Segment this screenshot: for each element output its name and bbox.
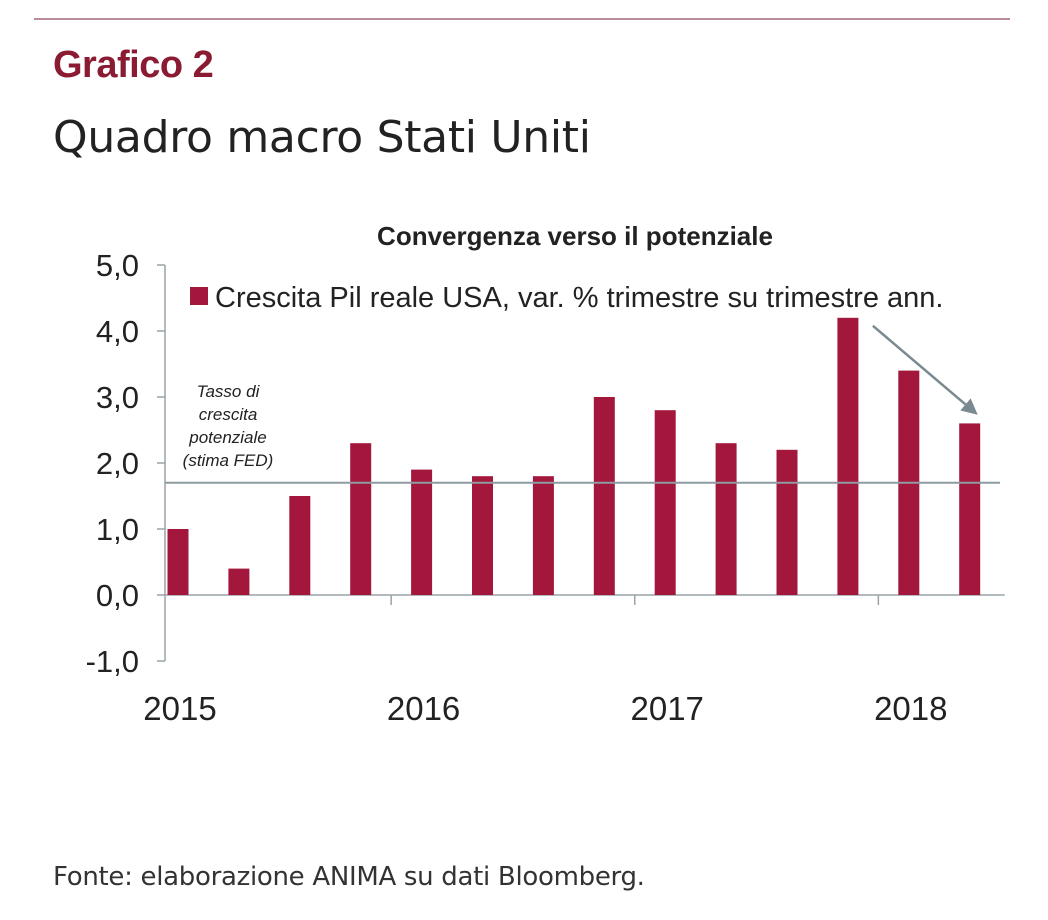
reference-line-group: Tasso di crescita potenziale (stima FED) xyxy=(165,382,1000,484)
bar xyxy=(532,476,554,595)
bar xyxy=(959,423,981,595)
y-tick-label: 5,0 xyxy=(96,248,139,283)
top-divider xyxy=(34,18,1010,20)
bar xyxy=(411,469,433,595)
bar xyxy=(776,449,798,595)
x-tick-label: 2018 xyxy=(874,690,947,727)
x-axis: 2015 2016 2017 2018 xyxy=(143,594,1005,727)
y-tick-label: 4,0 xyxy=(96,314,139,349)
bar xyxy=(593,397,615,595)
bar xyxy=(167,529,189,595)
gdp-growth-bar-chart: Convergenza verso il potenziale 5,0 4,0 3,… xyxy=(86,221,1005,727)
y-tick-label: 3,0 xyxy=(96,380,139,415)
bar xyxy=(228,568,250,595)
arrow-shaft xyxy=(872,324,967,406)
arrow-head xyxy=(960,398,978,415)
reference-line-label: potenziale xyxy=(188,428,267,447)
source-note: Fonte: elaborazione ANIMA su dati Bloomb… xyxy=(53,862,645,892)
x-tick-label: 2017 xyxy=(630,690,703,727)
y-tick-label: 2,0 xyxy=(96,446,139,481)
x-tick-label: 2016 xyxy=(387,690,460,727)
y-tick-label: 1,0 xyxy=(96,512,139,547)
page-title: Quadro macro Stati Uniti xyxy=(53,112,591,163)
bar xyxy=(350,443,372,595)
legend: Crescita Pil reale USA, var. % trimestre… xyxy=(190,282,943,314)
chart-title: Convergenza verso il potenziale xyxy=(377,221,773,251)
x-tick-label: 2015 xyxy=(143,690,216,727)
bar xyxy=(837,317,859,595)
bar-series xyxy=(167,317,981,595)
bar xyxy=(654,410,676,595)
reference-line-label: (stima FED) xyxy=(183,451,274,470)
bar xyxy=(472,476,493,595)
reference-line-label: crescita xyxy=(199,405,258,424)
legend-label: Crescita Pil reale USA, var. % trimestre… xyxy=(215,282,943,314)
bar xyxy=(289,496,311,595)
figure-label: Grafico 2 xyxy=(53,44,214,86)
y-tick-label: -1,0 xyxy=(86,644,139,679)
bar xyxy=(715,443,737,595)
y-tick-label: 0,0 xyxy=(96,578,139,613)
legend-swatch xyxy=(190,287,208,305)
reference-line-label: Tasso di xyxy=(197,382,261,401)
y-axis: 5,0 4,0 3,0 2,0 1,0 0,0 -1,0 xyxy=(86,248,166,679)
trend-arrow-annotation xyxy=(872,324,978,415)
